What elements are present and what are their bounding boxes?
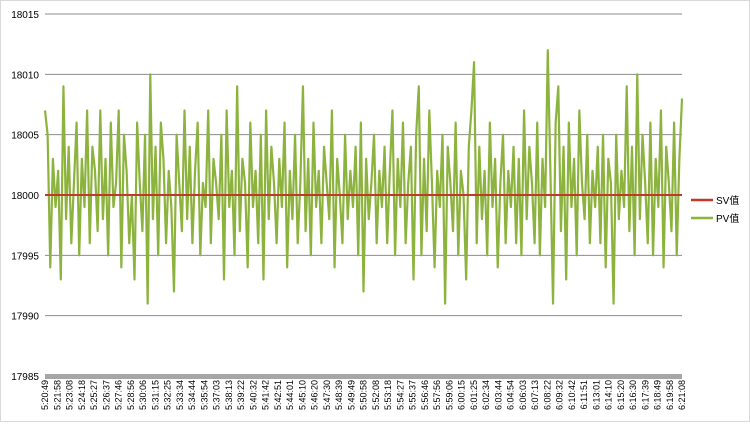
x-tick-label: 5:21:58 (52, 380, 62, 410)
x-tick-label: 6:18:49 (653, 380, 663, 410)
x-tick-label: 5:31:15 (150, 380, 160, 410)
x-tick-label: 5:53:18 (383, 380, 393, 410)
y-tick-label: 18005 (11, 131, 39, 142)
x-tick-label: 6:01:25 (469, 380, 479, 410)
x-tick-label: 5:20:49 (40, 380, 50, 410)
x-axis-line (45, 374, 682, 379)
x-tick-label: 5:48:39 (334, 380, 344, 410)
x-tick-label: 5:40:32 (248, 380, 258, 410)
x-tick-label: 6:06:03 (518, 380, 528, 410)
x-tick-label: 6:13:01 (591, 380, 601, 410)
x-tick-label: 5:59:06 (444, 380, 454, 410)
legend-label-pv: PV值 (716, 212, 739, 225)
x-tick-label: 5:47:30 (322, 380, 332, 410)
x-tick-label: 5:45:10 (297, 380, 307, 410)
x-tick-label: 5:27:46 (114, 380, 124, 410)
x-axis-tick-labels: 5:20:49 5:21:58 5:23:08 5:24:18 5:25:27 5:26:… (40, 380, 687, 410)
series-line-pv (43, 49, 684, 305)
x-tick-label: 6:15:20 (616, 380, 626, 410)
x-tick-label: 6:19:58 (665, 380, 675, 410)
y-tick-label: 18000 (11, 191, 39, 202)
x-tick-label: 5:56:46 (420, 380, 430, 410)
x-tick-label: 5:25:27 (89, 380, 99, 410)
y-tick-label: 18015 (11, 10, 39, 21)
legend-label-sv: SV值 (716, 194, 739, 207)
x-tick-label: 5:49:49 (346, 380, 356, 410)
x-tick-label: 6:09:32 (555, 380, 565, 410)
x-tick-label: 6:07:13 (530, 380, 540, 410)
legend: SV值 PV值 (691, 194, 739, 225)
x-axis (45, 374, 682, 379)
x-tick-label: 5:42:51 (273, 380, 283, 410)
x-tick-label: 6:11:51 (579, 380, 589, 409)
x-tick-label: 5:28:56 (126, 380, 136, 410)
x-tick-label: 5:23:08 (65, 380, 75, 410)
x-tick-label: 5:35:54 (199, 380, 209, 410)
x-tick-label: 5:30:06 (138, 380, 148, 410)
x-tick-label: 5:34:44 (187, 380, 197, 410)
y-tick-label: 17990 (11, 312, 39, 323)
x-tick-label: 6:10:42 (567, 380, 577, 410)
x-tick-label: 6:04:54 (506, 380, 516, 410)
x-tick-label: 6:00:15 (457, 380, 467, 410)
x-tick-label: 6:16:30 (628, 380, 638, 410)
x-tick-label: 6:14:10 (604, 380, 614, 410)
x-tick-label: 6:03:44 (493, 380, 503, 410)
y-tick-label: 17995 (11, 251, 39, 262)
x-tick-label: 6:08:22 (542, 380, 552, 410)
x-tick-label: 5:52:08 (371, 380, 381, 410)
y-tick-label: 18010 (11, 70, 39, 81)
x-tick-label: 5:44:01 (285, 380, 295, 410)
x-tick-label: 5:38:13 (224, 380, 234, 410)
x-tick-label: 6:21:08 (677, 380, 687, 410)
series-lines (43, 49, 684, 305)
x-tick-label: 5:33:34 (175, 380, 185, 410)
x-tick-label: 6:17:39 (640, 380, 650, 410)
x-tick-label: 5:41:42 (261, 380, 271, 410)
x-tick-label: 5:54:27 (395, 380, 405, 410)
x-tick-label: 5:24:18 (77, 380, 87, 410)
x-tick-label: 5:57:56 (432, 380, 442, 410)
y-axis-tick-labels: 17985 17990 17995 18000 18005 18010 18015 (11, 10, 39, 383)
x-tick-label: 5:55:37 (408, 380, 418, 410)
x-tick-label: 5:46:20 (310, 380, 320, 410)
x-tick-label: 5:26:37 (101, 380, 111, 410)
x-tick-label: 5:50:58 (359, 380, 369, 410)
x-tick-label: 5:32:25 (163, 380, 173, 410)
y-tick-label: 17985 (11, 372, 39, 383)
x-tick-label: 5:37:03 (212, 380, 222, 410)
x-tick-label: 6:02:34 (481, 380, 491, 410)
x-tick-label: 5:39:22 (236, 380, 246, 410)
